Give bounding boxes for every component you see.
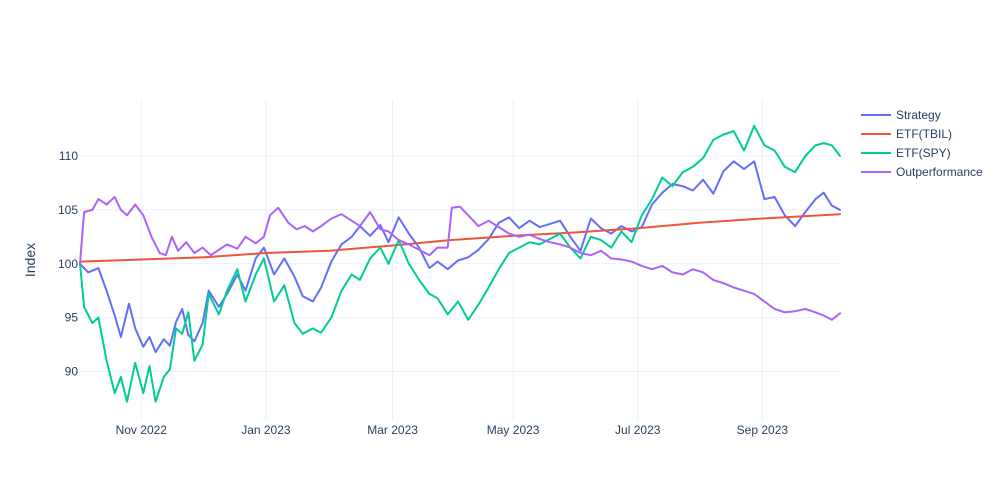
series-line-etf-tbil	[79, 213, 841, 263]
legend-item[interactable]: Outperformance	[861, 165, 983, 179]
x-tick-label: Jul 2023	[615, 423, 661, 437]
legend-label: ETF(SPY)	[896, 146, 951, 160]
series-line-outperformance	[79, 196, 841, 321]
y-tick-label: 105	[58, 203, 78, 217]
legend-label: ETF(TBIL)	[896, 127, 952, 141]
x-tick-label: Nov 2022	[116, 423, 168, 437]
legend[interactable]: Strategy ETF(TBIL) ETF(SPY) Outperformance	[861, 108, 983, 179]
legend-item[interactable]: Strategy	[861, 108, 941, 122]
x-tick-label: Jan 2023	[241, 423, 291, 437]
series-line-etf-spy	[79, 124, 841, 403]
axis-layer: 90 95 100 105 110 Nov 2022 Jan 2023 Mar 2023 May…	[58, 149, 788, 437]
y-tick-label: 100	[58, 257, 78, 271]
y-tick-label: 90	[65, 365, 79, 379]
x-tick-label: May 2023	[487, 423, 540, 437]
legend-item[interactable]: ETF(SPY)	[861, 146, 951, 160]
legend-label: Outperformance	[896, 165, 983, 179]
y-tick-label: 95	[65, 311, 79, 325]
y-axis-title: Index	[22, 243, 38, 277]
y-tick-label: 110	[59, 149, 78, 163]
series-layer	[79, 124, 841, 403]
x-tick-label: Sep 2023	[737, 423, 789, 437]
legend-item[interactable]: ETF(TBIL)	[861, 127, 952, 141]
x-tick-label: Mar 2023	[367, 423, 418, 437]
series-line-strategy	[79, 160, 841, 354]
legend-label: Strategy	[896, 108, 941, 122]
